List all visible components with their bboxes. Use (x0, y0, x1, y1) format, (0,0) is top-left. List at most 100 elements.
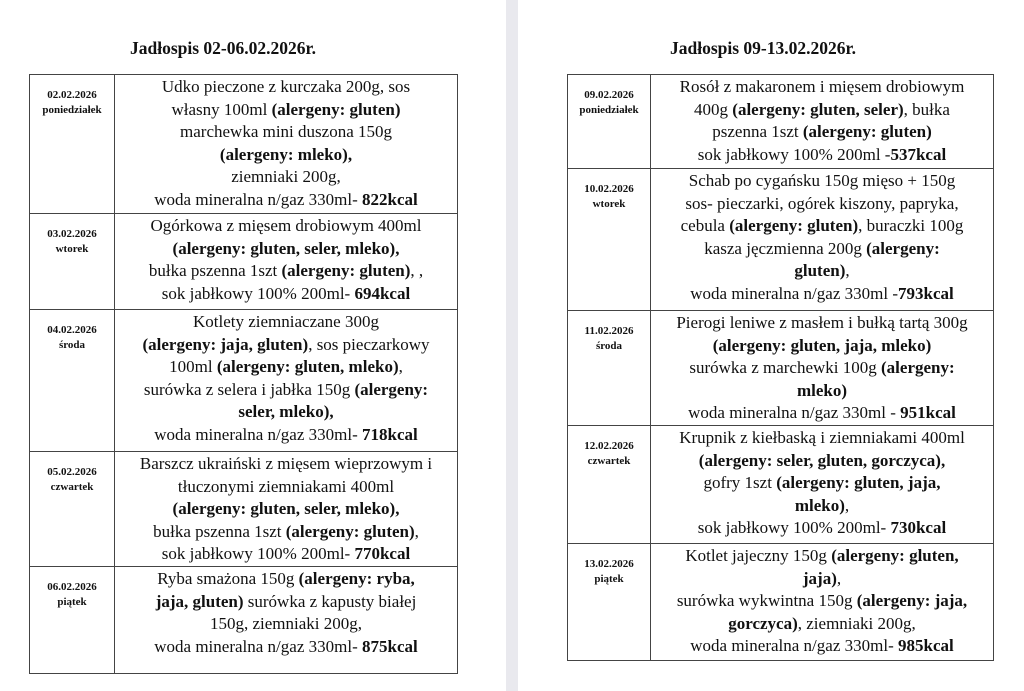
menu-row: 11.02.2026 środa Pierogi leniwe z masłem i… (567, 310, 994, 426)
weekday-text: czwartek (587, 455, 631, 467)
meal-line: gorczyca), ziemniaki 200g, (651, 613, 993, 636)
bold-text: (alergeny: seler, gluten, gorczyca), (698, 450, 946, 470)
meal-text: 150g, ziemniaki 200g, (209, 614, 363, 634)
meal-line: 150g, ziemniaki 200g, (115, 613, 457, 636)
meal-line: cebula (alergeny: gluten), buraczki 100g (651, 215, 993, 238)
menu-row: 04.02.2026 środa Kotlety ziemniaczane 300g… (29, 309, 458, 452)
bold-text: 718kcal (361, 424, 418, 444)
meal-text: Ryba smażona 150g (157, 568, 299, 588)
date-text: 09.02.2026 (584, 89, 634, 101)
meal-cell: Ryba smażona 150g (alergeny: ryba, jaja, … (114, 565, 458, 674)
date-text: 13.02.2026 (584, 558, 634, 570)
bold-text: 985kcal (897, 636, 954, 656)
bold-text: (alergeny: gluten, seler) (732, 99, 904, 119)
menu-row: 02.02.2026 poniedziałek Udko pieczone z ku… (29, 74, 458, 214)
meal-line: woda mineralna n/gaz 330ml - 951kcal (651, 402, 993, 425)
weekday-text: środa (595, 340, 623, 352)
meal-text: Kotlet jajeczny 150g (685, 546, 832, 565)
meal-text: surówka z kapusty białej (243, 591, 417, 611)
date-cell: 10.02.2026 wtorek (567, 168, 651, 311)
date-cell: 13.02.2026 piątek (567, 543, 651, 661)
meal-text: woda mineralna n/gaz 330ml- (154, 636, 362, 656)
weekday-text: wtorek (55, 243, 89, 255)
meal-text: kasza jęczmienna 200g (704, 238, 867, 258)
meal-line: sok jabłkowy 100% 200ml- 694kcal (115, 283, 457, 306)
meal-text: , (844, 495, 850, 515)
meal-line: Kotlet jajeczny 150g (alergeny: gluten, (651, 545, 993, 568)
date-text: 03.02.2026 (47, 228, 97, 240)
bold-text: (alergeny: (881, 358, 955, 378)
meal-text: własny 100ml (171, 99, 272, 119)
meal-cell: Schab po cygańsku 150g mięso + 150g sos- … (650, 168, 994, 311)
date-cell: 05.02.2026 czwartek (29, 451, 115, 567)
meal-line: gluten), (651, 260, 993, 283)
bold-text: seler, mleko), (238, 402, 334, 422)
date-text: 04.02.2026 (47, 324, 97, 336)
meal-line: Ogórkowa z mięsem drobiowym 400ml (115, 215, 457, 238)
bold-text: 951kcal (900, 403, 956, 423)
bold-text: (alergeny: mleko), (219, 144, 353, 164)
bold-text: 730kcal (890, 518, 947, 538)
meal-line: ziemniaki 200g, (115, 166, 457, 189)
meal-text: Udko pieczone z kurczaka 200g, sos (161, 77, 411, 96)
date-text: 05.02.2026 (47, 466, 97, 478)
meal-text: , bułka (903, 99, 950, 119)
meal-line: mleko), (651, 495, 993, 518)
weekday-text: poniedziałek (42, 104, 102, 116)
meal-line: 400g (alergeny: gluten, seler), bułka (651, 99, 993, 122)
meal-line: (alergeny: gluten, seler, mleko), (115, 238, 457, 261)
meal-line: 100ml (alergeny: gluten, mleko), (115, 356, 457, 379)
bold-text: gorczyca) (728, 613, 798, 633)
meal-text: cebula (680, 216, 730, 236)
date-cell: 09.02.2026 poniedziałek (567, 74, 651, 169)
meal-line: surówka z selera i jabłka 150g (alergeny… (115, 379, 457, 402)
bold-text: 694kcal (354, 283, 411, 303)
meal-text: sok jabłkowy 100% 200ml- (161, 544, 355, 564)
meal-line: Udko pieczone z kurczaka 200g, sos (115, 76, 457, 99)
meal-text: surówka z marchewki 100g (689, 358, 882, 378)
meal-line: surówka z marchewki 100g (alergeny: (651, 357, 993, 380)
meal-line: Krupnik z kiełbaską i ziemniakami 400ml (651, 427, 993, 450)
bold-text: (alergeny: gluten, (831, 546, 959, 565)
meal-line: (alergeny: gluten, seler, mleko), (115, 498, 457, 521)
meal-line: woda mineralna n/gaz 330ml- 985kcal (651, 635, 993, 658)
meal-text: 100ml (169, 357, 217, 377)
date-cell: 02.02.2026 poniedziałek (29, 74, 115, 214)
meal-cell: Udko pieczone z kurczaka 200g, sos własny… (114, 74, 458, 214)
bold-text: (alergeny: (866, 238, 940, 258)
meal-text: surówka wykwintna 150g (676, 591, 857, 611)
bold-text: (alergeny: gluten) (271, 99, 401, 119)
meal-text: , buraczki 100g (858, 216, 964, 236)
meal-line: mleko) (651, 380, 993, 403)
bold-text: 822kcal (361, 189, 418, 209)
bold-text: mleko) (796, 380, 848, 400)
meal-cell: Kotlety ziemniaczane 300g (alergeny: jaja… (114, 309, 458, 452)
meal-line: bułka pszenna 1szt (alergeny: gluten), (115, 521, 457, 544)
meal-line: (alergeny: jaja, gluten), sos pieczarkow… (115, 334, 457, 357)
bold-text: (alergeny: gluten) (729, 216, 859, 236)
meal-text: Krupnik z kiełbaską i ziemniakami 400ml (679, 428, 965, 447)
meal-text: , sos pieczarkowy (308, 334, 430, 354)
meal-line: woda mineralna n/gaz 330ml -793kcal (651, 283, 993, 306)
meal-line: gofry 1szt (alergeny: gluten, jaja, (651, 472, 993, 495)
meal-cell: Barszcz ukraiński z mięsem wieprzowym i t… (114, 451, 458, 567)
meal-text: gofry 1szt (703, 473, 777, 493)
menu-row: 10.02.2026 wtorek Schab po cygańsku 150g m… (567, 168, 994, 311)
date-cell: 12.02.2026 czwartek (567, 425, 651, 544)
meal-cell: Ogórkowa z mięsem drobiowym 400ml (alerge… (114, 213, 458, 310)
page-gap-scroll-area (506, 0, 518, 691)
meal-line: własny 100ml (alergeny: gluten) (115, 99, 457, 122)
meal-line: Barszcz ukraiński z mięsem wieprzowym i (115, 453, 457, 476)
meal-line: Rosół z makaronem i mięsem drobiowym (651, 76, 993, 99)
meal-text: ziemniaki 200g, (231, 167, 341, 187)
date-text: 10.02.2026 (584, 183, 634, 195)
bold-text: (alergeny: gluten, mleko) (216, 357, 399, 377)
weekday-text: czwartek (50, 481, 94, 493)
bold-text: (alergeny: gluten) (281, 261, 411, 281)
document-page-left: Jadłospis 02-06.02.2026r. 02.02.2026 poni… (0, 0, 506, 691)
meal-text: woda mineralna n/gaz 330ml - (688, 403, 901, 423)
document-page-right: Jadłospis 09-13.02.2026r. 09.02.2026 poni… (518, 0, 1024, 691)
meal-text: sos- pieczarki, ogórek kiszony, papryka, (685, 193, 959, 213)
weekday-text: środa (58, 339, 86, 351)
meal-line: kasza jęczmienna 200g (alergeny: (651, 238, 993, 261)
